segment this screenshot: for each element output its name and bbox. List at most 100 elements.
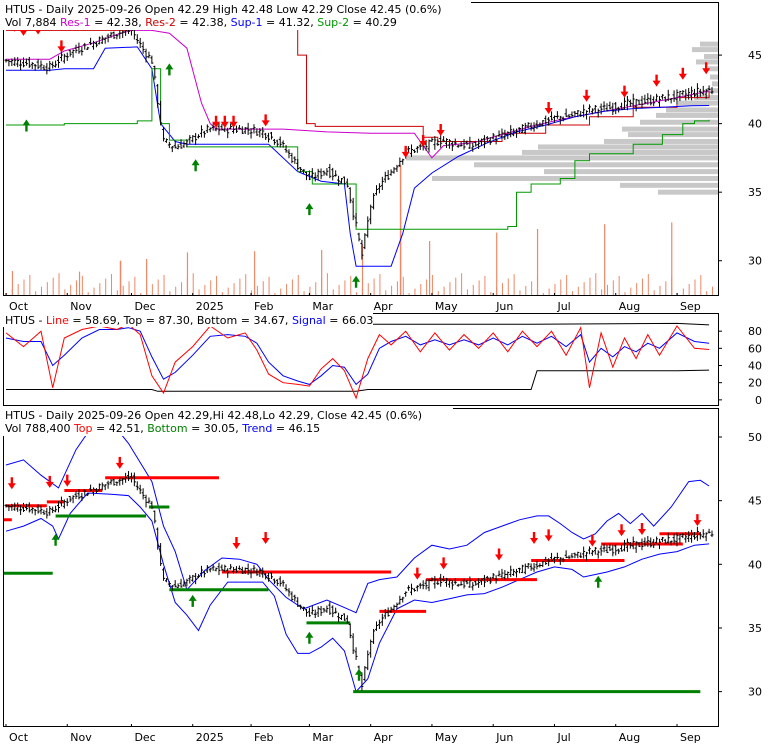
channel-price-bar (404, 591, 408, 597)
channel-month-label: Sep (680, 731, 701, 744)
channel-price-bar (202, 571, 206, 578)
sell-arrow (544, 102, 553, 115)
volume-bar (99, 283, 101, 295)
sell-arrow (637, 523, 646, 536)
channel-price-bar (675, 532, 679, 547)
channel-price-bar (261, 567, 265, 578)
channel-price-bar (127, 471, 131, 482)
volume-bar (490, 292, 492, 295)
channel-price-bar (252, 564, 256, 574)
price-channel-arrows (7, 456, 702, 681)
price-bar (701, 85, 705, 96)
price-bar (229, 123, 233, 130)
price-bar (16, 57, 20, 68)
volume-bar (595, 273, 597, 295)
channel-y-tick-label: 45 (748, 495, 762, 508)
channel-price-bar (494, 575, 498, 584)
price-bar (599, 103, 603, 115)
channel-price-bar (634, 541, 638, 553)
price-bar (707, 85, 711, 91)
price-bar (22, 57, 26, 68)
price-bar (532, 122, 536, 132)
price-bar (264, 132, 268, 140)
channel-price-bar (284, 584, 288, 592)
volume-bar (268, 276, 270, 295)
buy-arrow (305, 631, 314, 644)
price-bar (115, 34, 119, 40)
channel-price-bar (331, 605, 335, 618)
channel-price-bar (468, 576, 472, 588)
channel-price-bar (436, 579, 440, 585)
channel-price-bar (208, 567, 212, 573)
price-panel: HTUS - Daily 2025-09-26 Open 42.29 High … (3, 2, 762, 313)
price-bar (179, 139, 183, 149)
channel-price-bar (614, 544, 618, 556)
channel-price-bar (582, 546, 586, 559)
price-bar (614, 101, 618, 115)
channel-price-bar (690, 529, 694, 543)
volume-bar (326, 273, 328, 295)
channel-price-bar (71, 495, 75, 504)
sell-arrow (401, 145, 410, 158)
price-bar (392, 167, 396, 174)
price-month-label: Dec (134, 300, 155, 313)
price-bar (515, 128, 519, 138)
volume-bar (280, 288, 282, 295)
volume-bar (151, 284, 153, 295)
volume-bar (128, 281, 130, 295)
price-bar (620, 102, 624, 110)
volume-profile-bar (538, 144, 718, 150)
volume-bar (641, 278, 643, 295)
channel-price-bar (684, 532, 688, 543)
volume-bar (262, 281, 264, 295)
volume-bar (712, 286, 713, 295)
channel-price-bar (304, 609, 308, 617)
channel-price-bar (62, 499, 66, 509)
stochastic-line (5, 323, 710, 400)
buy-arrow (51, 533, 60, 546)
channel-price-bar (477, 578, 481, 588)
channel-price-bar (337, 612, 341, 623)
channel-price-bar (532, 563, 536, 572)
price-bar (643, 94, 647, 105)
price-bar (77, 42, 81, 54)
channel-price-bar (159, 543, 163, 566)
price-bar (304, 171, 308, 181)
stochastic-header: HTUS - Line = 58.69, Top = 87.30, Bottom… (5, 314, 373, 327)
channel-price-bar (377, 619, 381, 630)
channel-month-label: Jul (556, 731, 570, 744)
volume-bar (443, 286, 445, 295)
channel-price-bar (45, 508, 49, 519)
price-bar (442, 136, 446, 143)
volume-bar (449, 282, 451, 295)
price-panel-arrows (10, 19, 711, 288)
price-panel-header-line2: Vol 7,884 Res-1 = 42.38, Res-2 = 42.38, … (5, 16, 397, 29)
price-bar (547, 117, 551, 126)
price-bar (468, 136, 472, 149)
volume-bar (542, 293, 544, 295)
channel-price-bar (30, 507, 34, 514)
price-bar (386, 170, 390, 181)
channel-price-bar (625, 538, 629, 552)
price-bar (103, 37, 107, 44)
volume-bar (303, 291, 305, 295)
volume-bar (437, 291, 439, 295)
channel-price-bar (599, 545, 603, 556)
price-bar (118, 29, 122, 39)
price-bar (462, 139, 466, 150)
price-bar (354, 212, 358, 227)
sell-arrow (7, 477, 16, 490)
volume-profile-bar (474, 162, 718, 168)
channel-price-bar (439, 573, 443, 587)
price-bar (97, 36, 101, 45)
price-bar (389, 169, 393, 176)
price-bar (100, 35, 104, 45)
stochastic-bottom-line (6, 369, 710, 392)
volume-bar (105, 278, 107, 295)
price-bar (156, 83, 160, 108)
price-channel-lines (4, 421, 710, 694)
channel-month-label: Apr (374, 731, 394, 744)
volume-profile-bar (708, 66, 718, 72)
price-bar (585, 110, 589, 120)
channel-price-bar (517, 567, 521, 574)
